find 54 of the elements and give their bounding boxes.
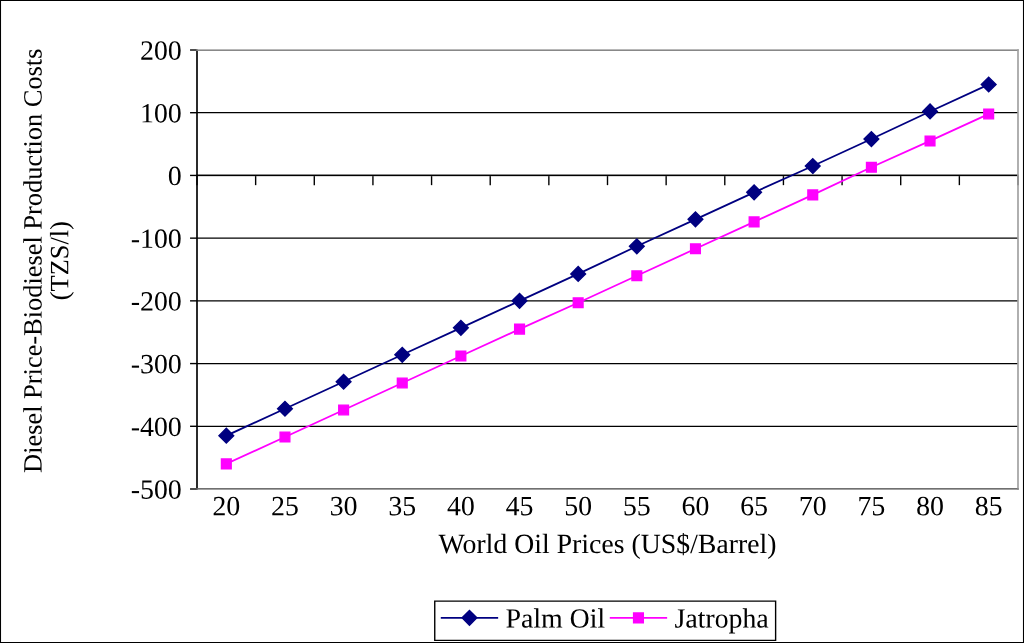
x-axis-title: World Oil Prices (US$/Barrel): [438, 532, 776, 559]
x-tick-label: 85: [975, 496, 1002, 516]
point: [218, 427, 235, 444]
x-tick-label: 45: [506, 496, 533, 516]
y-tick-label: 0: [168, 166, 181, 186]
point: [689, 243, 702, 255]
y-tick-label: 200: [141, 41, 181, 60]
point: [924, 135, 936, 147]
point: [746, 184, 763, 201]
point: [276, 400, 294, 417]
x-tick-label: 70: [800, 496, 826, 516]
x-tick-label: 25: [272, 496, 298, 516]
y-tick-label: 100: [142, 103, 181, 123]
point: [804, 157, 821, 175]
x-tick-label: 30: [331, 496, 357, 516]
x-tick-label: 40: [447, 496, 474, 516]
point: [980, 76, 997, 93]
x-tick-label: 75: [859, 497, 885, 516]
point: [455, 350, 467, 362]
y-tick-label: -200: [131, 292, 181, 311]
point: [807, 189, 819, 201]
point: [687, 211, 704, 228]
y-tick-label: -300: [131, 354, 181, 374]
point: [338, 404, 350, 416]
y-tick-label: -500: [131, 480, 181, 499]
point: [863, 130, 880, 148]
point: [511, 292, 528, 309]
y-tick-label: -400: [131, 417, 181, 437]
point: [570, 265, 587, 282]
legend-label: Jatropha: [675, 608, 769, 634]
point: [513, 323, 526, 335]
point: [921, 103, 939, 120]
point: [220, 458, 232, 470]
x-tick-label: 65: [741, 496, 767, 516]
y-tick-label: -100: [131, 229, 181, 249]
point: [335, 373, 352, 390]
point: [865, 161, 877, 173]
x-tick-label: 55: [624, 497, 650, 516]
point: [628, 238, 645, 255]
point: [396, 377, 408, 389]
y-axis-title: Diesel Price-Biodiesel Production Costs (TZS/l): [23, 49, 74, 473]
point: [631, 270, 643, 282]
legend-label: Palm Oil: [506, 608, 605, 628]
point: [394, 346, 411, 363]
point: [452, 319, 469, 336]
x-tick-label: 20: [213, 496, 240, 516]
point: [983, 108, 995, 120]
point: [279, 431, 291, 443]
x-tick-label: 80: [917, 496, 943, 516]
x-tick-label: 60: [682, 496, 709, 516]
point: [748, 216, 760, 228]
x-tick-label: 35: [389, 496, 416, 516]
x-tick-label: 50: [565, 496, 592, 516]
point: [572, 297, 584, 309]
